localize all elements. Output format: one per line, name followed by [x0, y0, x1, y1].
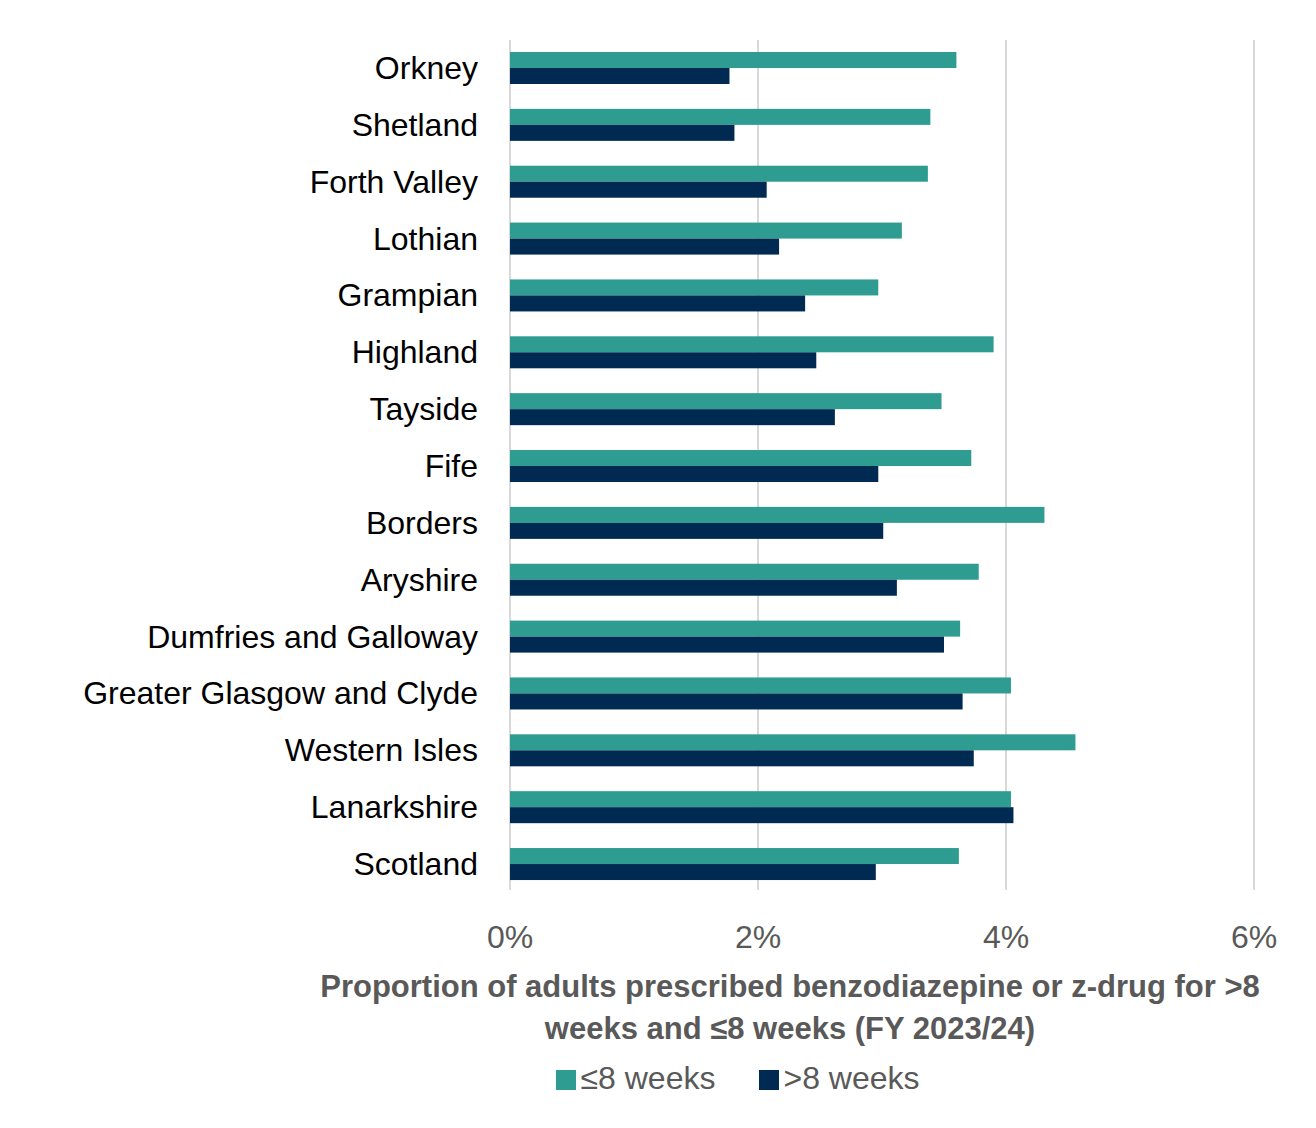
category-label: Highland [352, 334, 478, 370]
category-label: Lothian [373, 221, 478, 257]
bar [510, 393, 942, 409]
legend-item: >8 weeks [759, 1060, 919, 1097]
category-label: Lanarkshire [311, 789, 478, 825]
bar [510, 409, 835, 425]
chart: 0% 2% 4% 6% Orkney Shetland Forth Valley Lothia… [0, 0, 1316, 960]
bar [510, 466, 878, 482]
bar [510, 239, 779, 255]
legend-label: ≤8 weeks [580, 1060, 715, 1096]
x-axis-title: Proportion of adults prescribed benzodia… [280, 966, 1300, 1050]
bar [510, 523, 883, 539]
bar [510, 677, 1011, 693]
category-label: Aryshire [361, 562, 478, 598]
bar [510, 223, 902, 239]
category-label: Grampian [338, 277, 479, 313]
bar [510, 848, 959, 864]
bar [510, 580, 897, 596]
bar [510, 352, 816, 368]
bar [510, 166, 928, 182]
bar [510, 68, 729, 84]
legend-swatch [556, 1070, 576, 1090]
legend-swatch [759, 1070, 779, 1090]
bar [510, 564, 979, 580]
bar [510, 279, 878, 295]
category-label: Shetland [352, 107, 478, 143]
legend-item: ≤8 weeks [556, 1060, 715, 1097]
legend: ≤8 weeks >8 weeks [0, 1060, 1316, 1097]
category-label: Borders [366, 505, 478, 541]
grid-line [1005, 40, 1007, 890]
category-label: Greater Glasgow and Clyde [83, 675, 478, 711]
bar [510, 125, 734, 141]
bar [510, 734, 1075, 750]
bar [510, 182, 767, 198]
bar [510, 693, 963, 709]
grid-line [1253, 40, 1255, 890]
category-label: Fife [425, 448, 478, 484]
bar [510, 52, 956, 68]
bars [510, 52, 1075, 880]
bar [510, 807, 1013, 823]
category-label: Tayside [370, 391, 479, 427]
bar [510, 864, 876, 880]
bar [510, 109, 930, 125]
category-label: Dumfries and Galloway [147, 619, 478, 655]
tick-label: 4% [983, 919, 1029, 955]
tick-label: 6% [1231, 919, 1277, 955]
bar [510, 336, 994, 352]
tick-label: 0% [487, 919, 533, 955]
bar [510, 507, 1044, 523]
bar [510, 621, 960, 637]
category-label: Western Isles [285, 732, 478, 768]
category-label: Orkney [375, 50, 478, 86]
bar [510, 750, 974, 766]
bar [510, 791, 1011, 807]
bar [510, 295, 805, 311]
legend-label: >8 weeks [783, 1060, 919, 1096]
tick-label: 2% [735, 919, 781, 955]
category-label: Forth Valley [310, 164, 478, 200]
category-label: Scotland [353, 846, 478, 882]
bar [510, 450, 971, 466]
bar [510, 637, 944, 653]
